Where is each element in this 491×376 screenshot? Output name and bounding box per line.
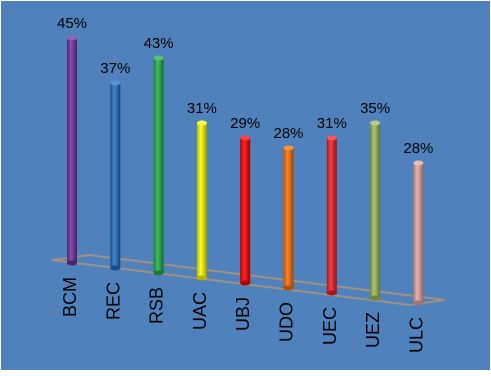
bar-body-uez bbox=[370, 123, 381, 298]
bar-base-uez bbox=[370, 295, 381, 301]
bar-rec bbox=[110, 80, 121, 271]
bar-base-bcm bbox=[67, 260, 77, 266]
bar-base-uec bbox=[326, 290, 337, 296]
bar-top-bcm bbox=[67, 35, 77, 41]
category-label-uec: UEC bbox=[320, 307, 340, 345]
bar-top-ubj bbox=[240, 135, 251, 141]
value-label-ubj: 29% bbox=[230, 115, 260, 132]
bar-body-ubj bbox=[240, 138, 251, 283]
bar-uez bbox=[370, 120, 381, 301]
category-label-uez: UEZ bbox=[363, 312, 383, 348]
bar-base-uac bbox=[196, 275, 207, 281]
value-label-ulc: 28% bbox=[403, 140, 433, 157]
bar-top-uac bbox=[196, 120, 207, 126]
bar-base-ulc bbox=[413, 300, 424, 306]
bar-top-uec bbox=[326, 135, 337, 141]
category-label-uac: UAC bbox=[190, 292, 210, 330]
bar-ubj bbox=[240, 135, 251, 286]
value-label-rsb: 43% bbox=[144, 35, 174, 52]
value-label-udo: 28% bbox=[273, 125, 303, 142]
bars-layer bbox=[67, 35, 424, 306]
bar-uac bbox=[196, 120, 207, 281]
bar-top-rsb bbox=[153, 55, 164, 61]
bar-bcm bbox=[67, 35, 77, 266]
category-label-rsb: RSB bbox=[147, 287, 167, 324]
bar-body-bcm bbox=[67, 38, 77, 263]
bar-base-rsb bbox=[153, 270, 164, 276]
bar-body-ulc bbox=[413, 163, 424, 303]
bar-ulc bbox=[413, 160, 424, 306]
bar-base-rec bbox=[110, 265, 121, 271]
category-label-bcm: BCM bbox=[60, 277, 80, 317]
category-label-ulc: ULC bbox=[406, 317, 426, 353]
bar-base-ubj bbox=[240, 280, 251, 286]
value-labels-layer: 45% 37% 43% 31% 29% 28% 31% 35% 28% bbox=[57, 15, 433, 157]
bar-top-rec bbox=[110, 80, 121, 86]
bar-body-rec bbox=[110, 83, 121, 268]
bar-body-uac bbox=[196, 123, 207, 278]
value-label-bcm: 45% bbox=[57, 15, 87, 32]
category-label-ubj: UBJ bbox=[233, 297, 253, 331]
bar-body-rsb bbox=[153, 58, 164, 273]
value-label-uac: 31% bbox=[187, 100, 217, 117]
category-label-rec: REC bbox=[103, 282, 123, 320]
bar-uec bbox=[326, 135, 337, 296]
bar-top-udo bbox=[283, 145, 294, 151]
bar-base-udo bbox=[283, 285, 294, 291]
value-label-uez: 35% bbox=[360, 100, 390, 117]
bar-top-uez bbox=[370, 120, 381, 126]
bar-top-ulc bbox=[413, 160, 424, 166]
bar-udo bbox=[283, 145, 294, 291]
bar-rsb bbox=[153, 55, 164, 276]
value-label-rec: 37% bbox=[100, 60, 130, 77]
bar-body-udo bbox=[283, 148, 294, 288]
category-label-udo: UDO bbox=[277, 302, 297, 342]
bar-body-uec bbox=[326, 138, 337, 293]
category-labels-layer: BCM REC RSB UAC UBJ UDO UEC UEZ ULC bbox=[60, 277, 426, 353]
value-label-uec: 31% bbox=[317, 115, 347, 132]
